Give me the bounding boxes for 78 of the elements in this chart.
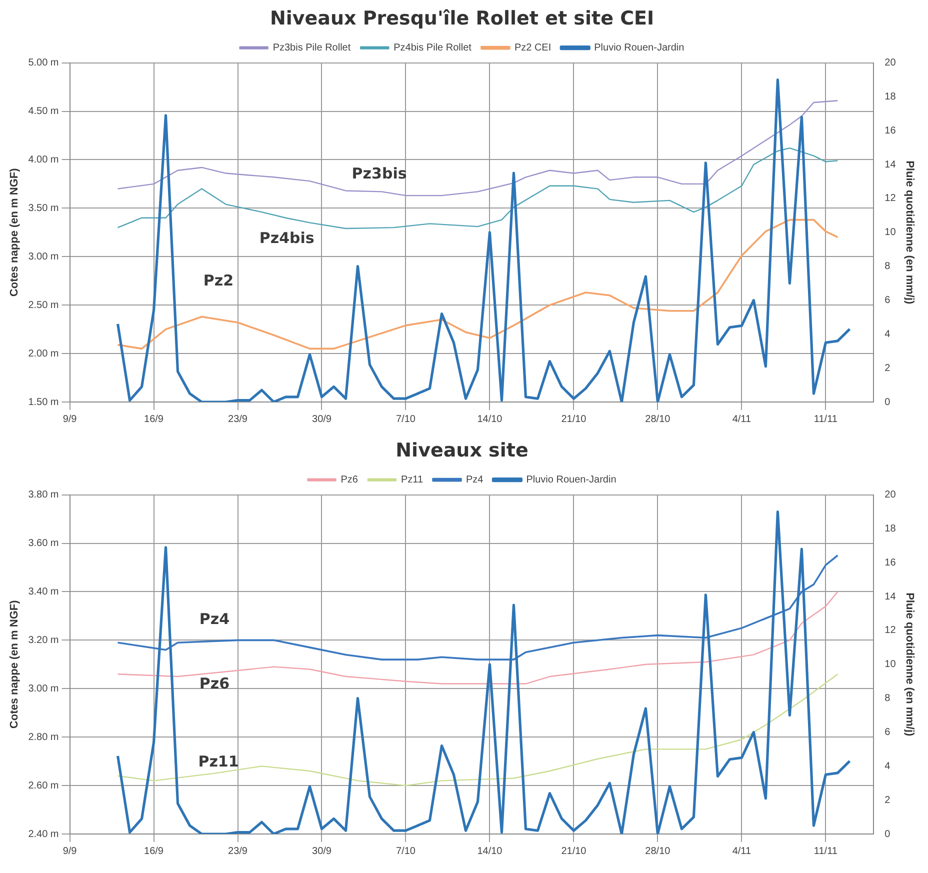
x-tick-label: 11/11 <box>814 846 838 857</box>
y2-tick-label: 18 <box>884 523 896 534</box>
y-axis-title: Cotes nappe (en m NGF) <box>8 168 21 297</box>
legend-label: Pz6 <box>340 474 358 486</box>
annotation: Pz4bis <box>259 229 314 248</box>
y-tick-label: 5.00 m <box>28 58 59 69</box>
x-tick-label: 16/9 <box>144 414 164 425</box>
x-tick-label: 7/10 <box>396 414 416 425</box>
y-tick-label: 3.00 m <box>28 251 59 262</box>
y-tick-label: 2.00 m <box>28 348 59 360</box>
y2-tick-label: 10 <box>884 227 896 238</box>
y2-axis-title: Pluie quotidienne (en mm/j) <box>903 592 916 737</box>
y2-tick-label: 12 <box>884 625 896 636</box>
y-tick-label: 2.50 m <box>28 300 59 311</box>
y2-tick-label: 2 <box>884 362 891 374</box>
y2-tick-label: 20 <box>884 490 896 501</box>
legend-label: Pz4 <box>466 474 484 486</box>
y-tick-label: 2.80 m <box>28 732 59 743</box>
legend-label: Pz2 CEI <box>514 42 552 54</box>
legend-label: Pz3bis Pile Rollet <box>272 42 351 54</box>
y2-tick-label: 14 <box>884 159 896 170</box>
y-tick-label: 2.60 m <box>28 780 59 792</box>
x-tick-label: 14/10 <box>477 414 503 425</box>
x-tick-label: 30/9 <box>312 414 332 425</box>
x-tick-label: 9/9 <box>62 846 78 857</box>
legend-label: Pluvio Rouen-Jardin <box>526 474 616 486</box>
y-tick-label: 3.00 m <box>28 683 59 694</box>
y2-tick-label: 14 <box>884 591 896 602</box>
x-tick-label: 4/11 <box>732 414 752 425</box>
y2-tick-label: 4 <box>884 760 891 772</box>
y2-tick-label: 12 <box>884 193 896 204</box>
y-tick-label: 4.00 m <box>28 154 59 166</box>
x-tick-label: 9/9 <box>62 414 78 425</box>
y-tick-label: 3.50 m <box>28 202 59 214</box>
chart-title: Niveaux site <box>396 439 528 462</box>
annotation: Pz11 <box>198 752 239 771</box>
y-tick-label: 3.60 m <box>28 538 59 550</box>
y-tick-label: 2.40 m <box>28 828 59 840</box>
x-tick-label: 16/9 <box>144 846 164 857</box>
x-tick-label: 21/10 <box>561 846 587 857</box>
y2-tick-label: 0 <box>884 828 891 840</box>
legend-label: Pz4bis Pile Rollet <box>394 42 472 54</box>
y2-tick-label: 4 <box>884 328 891 340</box>
y-tick-label: 1.50 m <box>28 396 59 408</box>
y2-tick-label: 6 <box>884 294 891 306</box>
x-tick-label: 30/9 <box>312 846 332 857</box>
x-tick-label: 7/10 <box>396 846 416 857</box>
x-tick-label: 23/9 <box>228 846 248 857</box>
y-tick-label: 3.20 m <box>28 634 59 646</box>
y2-tick-label: 0 <box>884 396 891 408</box>
x-tick-label: 11/11 <box>814 414 838 425</box>
chart-title: Niveaux Presqu'île Rollet et site CEI <box>270 7 654 30</box>
x-tick-label: 28/10 <box>645 846 671 857</box>
legend-label: Pluvio Rouen-Jardin <box>594 42 684 54</box>
x-tick-label: 28/10 <box>645 414 671 425</box>
y2-tick-label: 2 <box>884 794 891 806</box>
y2-tick-label: 16 <box>884 125 896 136</box>
y2-tick-label: 16 <box>884 557 896 568</box>
y2-tick-label: 18 <box>884 91 896 102</box>
y2-tick-label: 20 <box>884 58 896 69</box>
y2-tick-label: 6 <box>884 726 891 738</box>
y2-axis-title: Pluie quotidienne (en mm/j) <box>903 160 916 305</box>
legend-label: Pz11 <box>400 474 424 486</box>
annotation: Pz3bis <box>352 164 407 183</box>
y2-tick-label: 10 <box>884 659 896 670</box>
y2-tick-label: 8 <box>884 261 891 272</box>
x-tick-label: 14/10 <box>477 846 503 857</box>
annotation: Pz4 <box>199 610 230 628</box>
x-tick-label: 23/9 <box>228 414 248 425</box>
y-tick-label: 3.80 m <box>28 490 59 501</box>
y-tick-label: 4.50 m <box>28 106 59 118</box>
y2-tick-label: 8 <box>884 693 891 704</box>
annotation: Pz6 <box>199 674 230 693</box>
annotation: Pz2 <box>203 271 234 290</box>
y-tick-label: 3.40 m <box>28 586 59 598</box>
x-tick-label: 21/10 <box>561 414 587 425</box>
y-axis-title: Cotes nappe (en m NGF) <box>8 600 21 729</box>
x-tick-label: 4/11 <box>732 846 752 857</box>
